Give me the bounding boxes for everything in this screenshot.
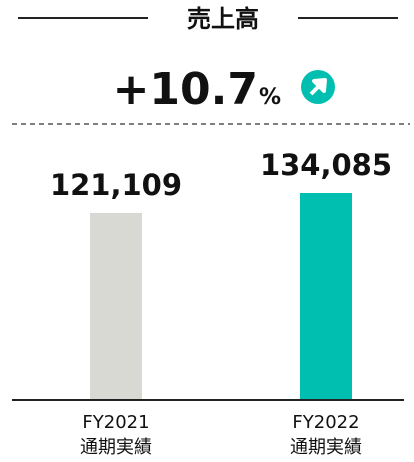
data-label: 121,109 <box>50 168 182 202</box>
bar <box>300 193 352 399</box>
bar <box>90 212 142 399</box>
change-value: +10.7 <box>113 64 258 115</box>
x-tick-label: FY2021 <box>82 412 149 433</box>
data-label: 134,085 <box>260 148 392 182</box>
x-tick-label: FY2022 <box>292 412 359 433</box>
x-tick-label: 通期実績 <box>80 437 152 458</box>
change-unit: % <box>259 85 281 110</box>
x-tick-label: 通期実績 <box>290 437 362 458</box>
chart-title: 売上高 <box>187 5 259 33</box>
up-arrow-icon <box>301 70 335 104</box>
